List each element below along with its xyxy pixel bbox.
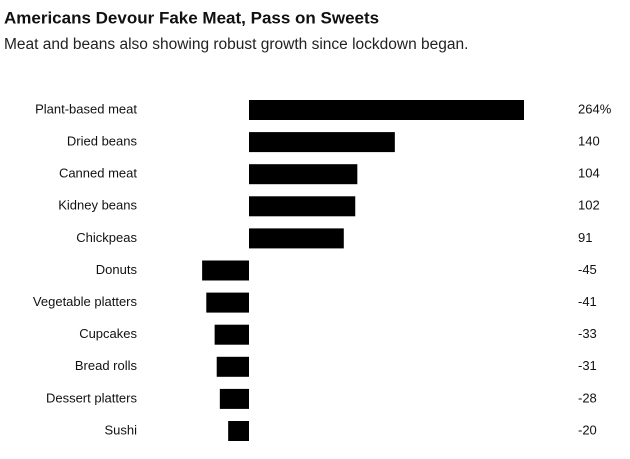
value-label: 102	[578, 198, 600, 213]
category-label: Plant-based meat	[35, 101, 137, 116]
chart-subtitle: Meat and beans also showing robust growt…	[4, 36, 468, 53]
category-label: Donuts	[96, 262, 138, 277]
bar	[249, 164, 358, 185]
value-label: -20	[578, 422, 597, 437]
value-label: 140	[578, 134, 600, 149]
category-label: Vegetable platters	[33, 294, 138, 309]
value-label: 264%	[578, 101, 612, 116]
bar	[228, 421, 249, 441]
value-label: 91	[578, 230, 592, 245]
value-label: -45	[578, 262, 597, 277]
category-label: Cupcakes	[79, 326, 137, 341]
bar	[219, 388, 249, 409]
value-label: -31	[578, 358, 597, 373]
bar	[249, 132, 395, 153]
category-label: Chickpeas	[76, 230, 137, 245]
value-label: -33	[578, 326, 597, 341]
bar	[249, 228, 344, 249]
bar	[216, 356, 249, 377]
category-label: Canned meat	[59, 166, 137, 181]
category-label: Dried beans	[67, 134, 138, 149]
value-label: 104	[578, 166, 600, 181]
bar	[206, 292, 249, 313]
category-label: Kidney beans	[58, 198, 137, 213]
category-label: Bread rolls	[75, 358, 138, 373]
value-label: -41	[578, 294, 597, 309]
bar	[202, 260, 249, 281]
category-label: Sushi	[104, 422, 137, 437]
value-label: -28	[578, 390, 597, 405]
chart-title: Americans Devour Fake Meat, Pass on Swee…	[4, 8, 379, 27]
bar	[214, 324, 249, 345]
category-label: Dessert platters	[46, 390, 138, 405]
bar	[249, 100, 524, 120]
bar	[249, 196, 356, 217]
